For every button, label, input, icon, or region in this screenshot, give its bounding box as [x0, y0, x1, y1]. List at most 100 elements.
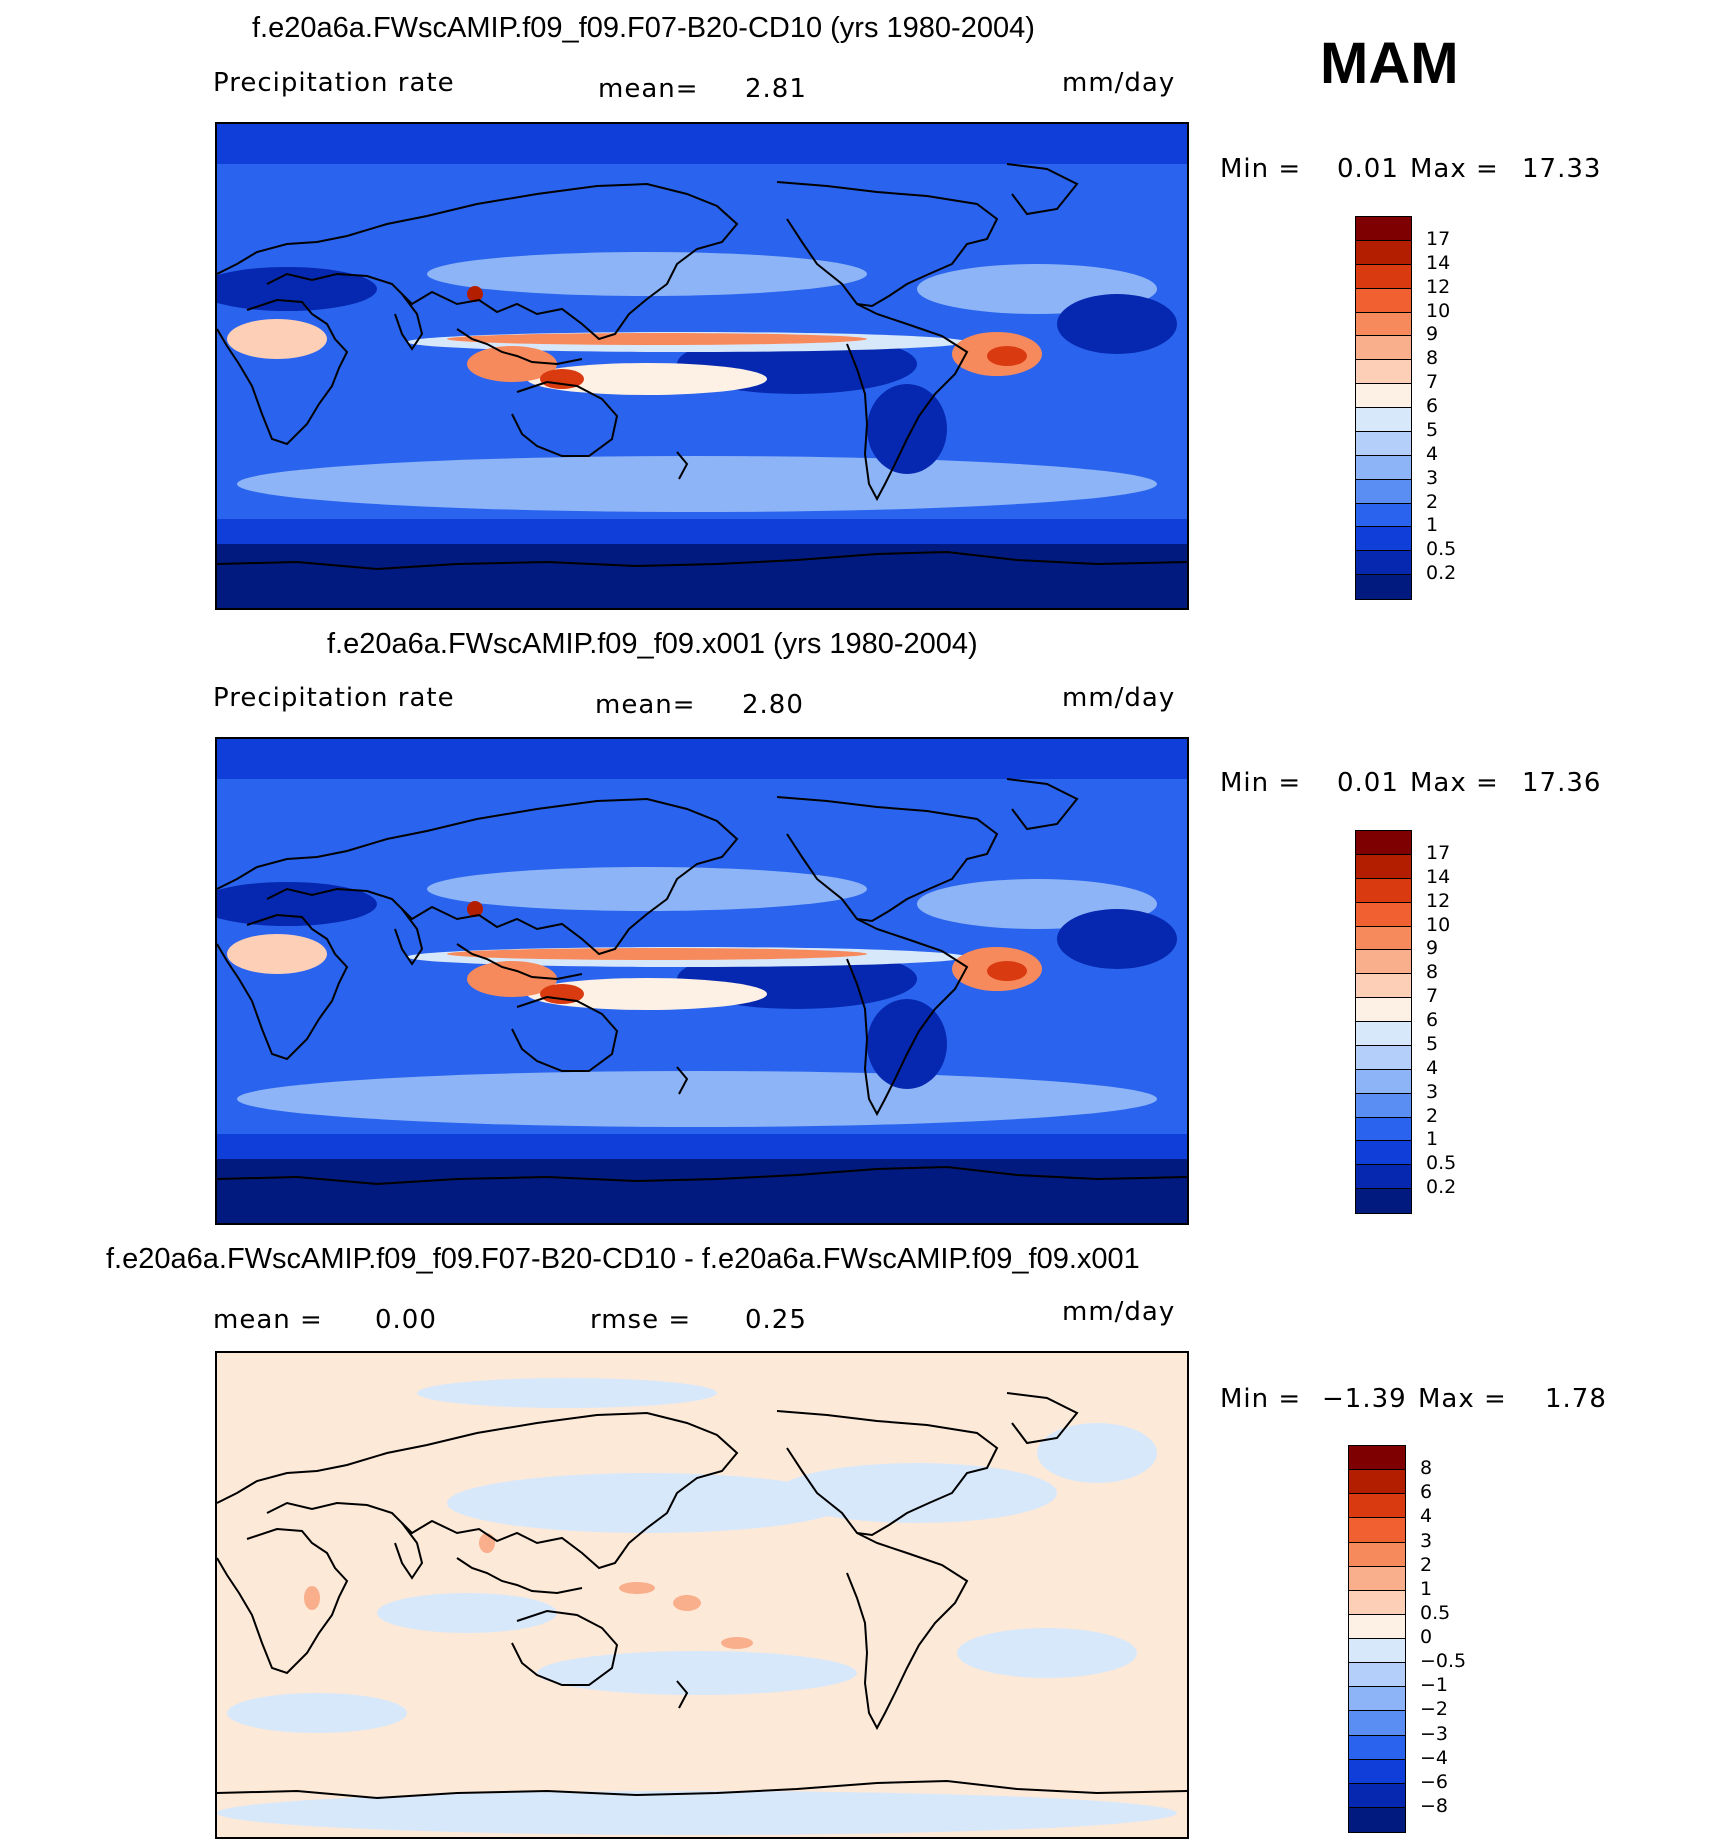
colorbar-cell — [1356, 527, 1411, 552]
colorbar-tick-label: 0.5 — [1420, 1601, 1451, 1624]
colorbar-cell — [1349, 1542, 1405, 1567]
panel1-map — [215, 122, 1189, 610]
coastline — [1006, 163, 1079, 216]
colorbar-tick-label: 0.5 — [1426, 1152, 1457, 1175]
colorbar-tick-label: 14 — [1426, 865, 1451, 888]
colorbar-tick-label: 0.5 — [1426, 538, 1457, 561]
map-canvas — [217, 1353, 1187, 1837]
coastline — [217, 1779, 1187, 1800]
colorbar-cell — [1349, 1446, 1405, 1471]
panel2-max-label: Max = — [1410, 768, 1499, 798]
panel2-min-value: 0.01 — [1337, 768, 1399, 798]
panel1-mean-label: mean= — [598, 74, 699, 104]
colorbar-cell — [1349, 1614, 1405, 1639]
colorbar-cell — [1356, 1189, 1411, 1213]
panel3-units: mm/day — [1062, 1297, 1176, 1327]
coastline — [776, 181, 999, 308]
colorbar-cell — [1349, 1590, 1405, 1615]
colorbar-tick-label: 8 — [1420, 1457, 1433, 1480]
panel3-min-value: −1.39 — [1322, 1384, 1407, 1414]
colorbar-tick-label: −3 — [1420, 1722, 1449, 1745]
colorbar-tick-label: 9 — [1426, 937, 1439, 960]
panel2-max-value: 17.36 — [1522, 768, 1602, 798]
colorbar-cell — [1349, 1687, 1405, 1712]
new-guinea-core — [540, 984, 584, 1004]
bangladesh-core — [467, 901, 483, 917]
difference-patch — [417, 1378, 717, 1408]
colorbar-cell — [1356, 1069, 1411, 1094]
colorbar-tick-label: 4 — [1426, 442, 1439, 465]
sahara-dry — [217, 267, 377, 311]
amazon-core — [987, 346, 1027, 366]
colorbar-cell — [1356, 288, 1411, 313]
colorbar-tick-label: 4 — [1426, 1056, 1439, 1079]
colorbar-tick-label: 1 — [1426, 1128, 1439, 1151]
panel1-colorbar — [1355, 216, 1412, 600]
colorbar-cell — [1356, 998, 1411, 1022]
coastline — [776, 1410, 999, 1537]
colorbar-tick-label: 6 — [1420, 1481, 1433, 1504]
coastline — [217, 1411, 739, 1570]
colorbar-tick-label: −0.5 — [1420, 1650, 1467, 1673]
coastline — [217, 913, 349, 1061]
colorbar-tick-label: 3 — [1420, 1529, 1433, 1552]
amazon-core — [987, 961, 1027, 981]
coastline — [217, 550, 1187, 571]
colorbar-cell — [1349, 1470, 1405, 1495]
panel1-min-label: Min = — [1220, 154, 1302, 184]
colorbar-tick-label: 2 — [1426, 1104, 1439, 1127]
maritime-max — [467, 961, 557, 997]
colorbar-cell — [1356, 1117, 1411, 1142]
panel1-mean-value: 2.81 — [745, 74, 807, 104]
colorbar-cell — [1356, 336, 1411, 361]
colorbar-tick-label: −1 — [1420, 1674, 1449, 1697]
colorbar-tick-label: 12 — [1426, 889, 1451, 912]
colorbar-tick-label: 3 — [1426, 1080, 1439, 1103]
panel3-rmse-label: rmse = — [590, 1305, 692, 1335]
colorbar-tick-label: −2 — [1420, 1698, 1449, 1721]
colorbar-cell — [1356, 1141, 1411, 1166]
difference-patch — [227, 1693, 407, 1733]
new-guinea-core — [540, 369, 584, 389]
colorbar-tick-label: 4 — [1420, 1505, 1433, 1528]
colorbar-tick-label: 6 — [1426, 1009, 1439, 1031]
colorbar-tick-label: 1 — [1420, 1577, 1433, 1600]
coastline — [217, 1527, 349, 1675]
colorbar-tick-label: 7 — [1426, 371, 1439, 394]
coastline — [394, 908, 424, 966]
panel3-map — [215, 1351, 1189, 1839]
difference-patch — [777, 1463, 1057, 1523]
colorbar-cell — [1356, 926, 1411, 951]
colorbar-cell — [1356, 503, 1411, 528]
colorbar-cell — [1356, 408, 1411, 432]
maritime-max — [467, 346, 557, 382]
atlantic-dry — [1057, 294, 1177, 354]
colorbar-tick-label: 5 — [1426, 418, 1439, 441]
colorbar-cell — [1356, 360, 1411, 385]
difference-patch — [721, 1637, 753, 1649]
colorbar-cell — [1356, 384, 1411, 408]
colorbar-cell — [1349, 1735, 1405, 1760]
coastline — [676, 451, 689, 480]
difference-patch — [619, 1582, 655, 1594]
colorbar-cell — [1349, 1711, 1405, 1736]
colorbar-tick-label: 10 — [1426, 299, 1451, 322]
colorbar-tick-label: −6 — [1420, 1770, 1449, 1793]
southern-dry-band — [217, 1134, 1187, 1159]
colorbar-tick-label: 1 — [1426, 514, 1439, 537]
coastline — [776, 796, 999, 923]
panel2-colorbar — [1355, 830, 1412, 1214]
africa-max — [227, 934, 327, 974]
difference-patch — [957, 1628, 1137, 1678]
colorbar-cell — [1349, 1639, 1405, 1664]
coastline — [676, 1066, 689, 1095]
map-canvas — [217, 739, 1187, 1223]
coastline — [1006, 778, 1079, 831]
colorbar-cell — [1356, 312, 1411, 337]
colorbar-cell — [1349, 1518, 1405, 1543]
pacific-storm-track — [427, 252, 867, 296]
spcz — [527, 978, 767, 1010]
colorbar-tick-label: 6 — [1426, 395, 1439, 417]
panel2-mean-label: mean= — [595, 690, 696, 720]
colorbar-cell — [1349, 1663, 1405, 1688]
